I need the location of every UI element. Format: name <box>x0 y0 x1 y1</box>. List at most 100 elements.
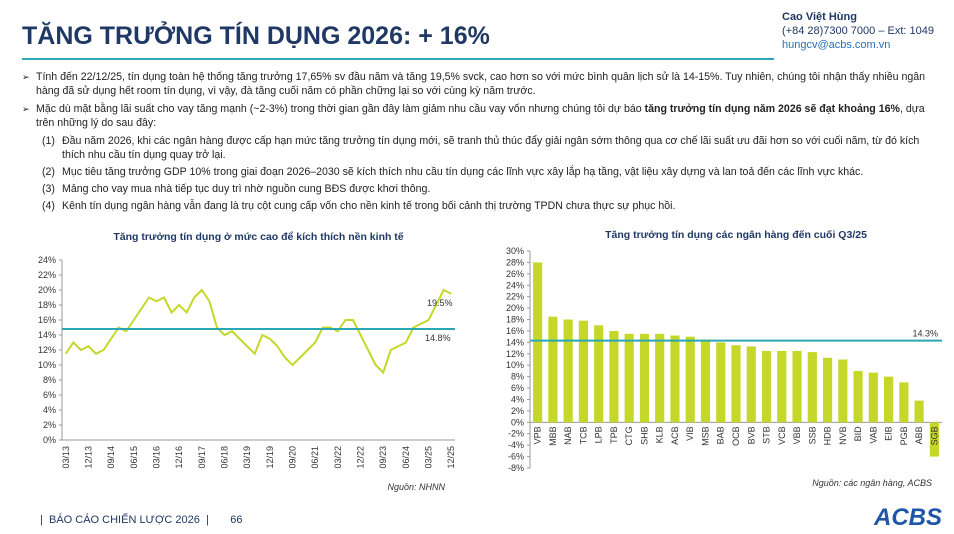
y-tick-label: -6% <box>508 452 524 462</box>
x-tick-label: 03/22 <box>333 446 343 469</box>
y-tick-label: -4% <box>508 440 524 450</box>
bar <box>716 342 726 423</box>
x-tick-label: VCB <box>777 426 787 445</box>
bar <box>746 346 756 423</box>
y-tick-label: 30% <box>506 246 524 256</box>
y-tick-label: 16% <box>38 315 56 325</box>
title-rule <box>22 58 774 60</box>
bar <box>655 333 665 423</box>
bar <box>899 382 909 423</box>
text: , dựa trên những lý do sau đây: <box>36 103 925 129</box>
y-tick-label: 14% <box>38 330 56 340</box>
reason: (3) Mảng cho vay mua nhà tiếp tục duy trì… <box>22 182 940 196</box>
reason-text: Mục tiêu tăng trưởng GDP 10% trong giai … <box>62 166 864 178</box>
x-tick-label: SHB <box>639 426 649 445</box>
x-tick-label: BVB <box>746 426 756 444</box>
bar <box>639 333 650 423</box>
line-chart: Tăng trưởng tín dụng ở mức cao để kích t… <box>38 231 456 492</box>
bar <box>868 372 878 423</box>
bar <box>929 422 939 457</box>
reason: (2) Mục tiêu tăng trưởng GDP 10% trong gi… <box>22 165 940 179</box>
y-tick-label: 12% <box>38 345 56 355</box>
bar <box>578 320 588 423</box>
bar <box>777 350 787 423</box>
bar <box>807 352 817 423</box>
y-tick-label: 6% <box>43 390 56 400</box>
x-tick-label: SSB <box>807 426 817 444</box>
y-tick-label: 28% <box>506 257 524 267</box>
x-tick-label: HDB <box>823 426 833 445</box>
y-tick-label: 4% <box>43 405 56 415</box>
bar <box>792 350 802 423</box>
x-tick-label: MSB <box>700 426 710 446</box>
x-tick-label: VAB <box>868 426 878 443</box>
y-tick-label: -2% <box>508 429 524 439</box>
chart-title: Tăng trưởng tín dụng ở mức cao để kích t… <box>113 231 403 243</box>
contact-email[interactable]: hungcv@acbs.com.vn <box>782 39 891 51</box>
x-tick-label: 06/24 <box>401 446 411 469</box>
bold-text: tăng trưởng tín dụng năm 2026 sẽ đạt kho… <box>644 103 900 115</box>
x-tick-label: 09/17 <box>197 446 207 469</box>
bullet: Mặc dù mặt bằng lãi suất cho vay tăng mạ… <box>22 102 940 130</box>
reference-label: 14.3% <box>912 329 938 339</box>
reason-text: Đầu năm 2026, khi các ngân hàng được cấp… <box>62 135 920 161</box>
contact-phone: (+84 28)7300 7000 – Ext: 1049 <box>782 25 934 37</box>
reason: (1) Đầu năm 2026, khi các ngân hàng được … <box>22 134 940 162</box>
reason-text: Mảng cho vay mua nhà tiếp tục duy trì nh… <box>62 183 431 195</box>
chart-title: Tăng trưởng tín dụng các ngân hàng đến c… <box>605 229 867 241</box>
x-tick-label: 09/23 <box>378 446 388 469</box>
x-tick-label: BID <box>853 426 863 442</box>
text: Mặc dù mặt bằng lãi suất cho vay tăng mạ… <box>36 103 645 115</box>
y-tick-label: 10% <box>506 360 524 370</box>
x-tick-label: SGB <box>929 426 939 445</box>
x-tick-label: 12/22 <box>356 446 366 469</box>
bar <box>822 357 833 423</box>
report-name: BÁO CÁO CHIẾN LƯỢC 2026 <box>48 514 200 526</box>
x-tick-label: 03/25 <box>424 446 434 469</box>
bar <box>548 316 558 423</box>
bar-chart: Tăng trưởng tín dụng các ngân hàng đến c… <box>506 229 942 488</box>
x-tick-label: 09/20 <box>288 446 298 469</box>
x-tick-label: VPB <box>533 426 543 444</box>
bar <box>685 336 695 423</box>
y-tick-label: -8% <box>508 463 524 473</box>
x-tick-label: VIB <box>685 426 695 441</box>
contact: Cao Việt Hùng (+84 28)7300 7000 – Ext: 1… <box>782 10 934 52</box>
y-tick-label: 8% <box>43 375 56 385</box>
x-tick-label: EIB <box>884 426 894 441</box>
y-tick-label: 12% <box>506 349 524 359</box>
x-tick-label: BAB <box>716 426 726 444</box>
reason-number: (4) <box>42 200 55 212</box>
end-label: 19.5% <box>427 298 453 308</box>
reason-number: (3) <box>42 183 55 195</box>
y-tick-label: 0% <box>43 435 56 445</box>
reason-number: (1) <box>42 135 55 147</box>
y-tick-label: 20% <box>38 285 56 295</box>
bar <box>609 330 619 423</box>
x-tick-label: STB <box>762 426 772 444</box>
chart-source: Nguồn: các ngân hàng, ACBS <box>812 478 932 488</box>
bar <box>914 400 924 423</box>
y-tick-label: 24% <box>38 255 56 265</box>
y-tick-label: 22% <box>38 270 56 280</box>
line <box>64 288 452 375</box>
x-tick-label: OCB <box>731 426 741 446</box>
x-tick-label: PGB <box>899 426 909 445</box>
footer: | BÁO CÁO CHIẾN LƯỢC 2026 | 66 <box>40 514 243 526</box>
y-tick-label: 8% <box>511 372 524 382</box>
x-tick-label: 12/19 <box>265 446 275 469</box>
bullet: Tính đến 22/12/25, tín dụng toàn hệ thốn… <box>22 70 940 98</box>
x-tick-label: TPB <box>609 426 619 444</box>
text: Tính đến 22/12/25, tín dụng toàn hệ thốn… <box>36 71 926 97</box>
logo: ACBS <box>873 504 942 531</box>
bar <box>594 325 604 423</box>
y-tick-label: 0% <box>511 417 524 427</box>
x-tick-label: CTG <box>624 426 634 445</box>
bar <box>761 350 772 423</box>
bar <box>884 376 894 423</box>
page-number: 66 <box>230 514 243 526</box>
x-tick-label: MBB <box>548 426 558 446</box>
chart-source: Nguồn: NHNN <box>387 482 445 492</box>
x-tick-label: ABB <box>914 426 924 444</box>
x-tick-label: TCB <box>578 426 588 444</box>
